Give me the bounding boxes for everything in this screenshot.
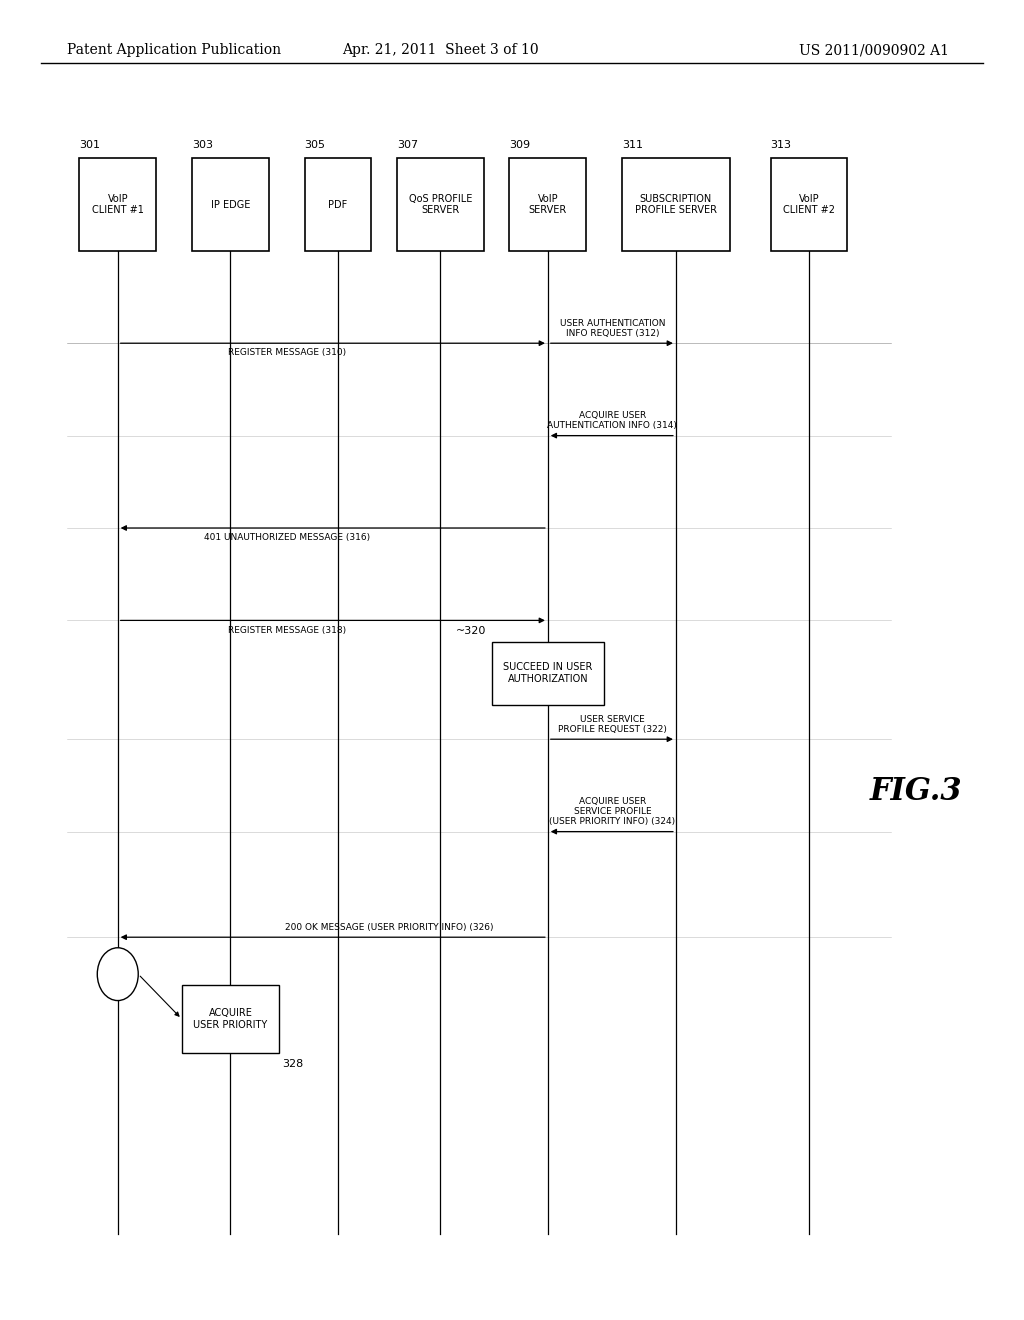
Text: IP EDGE: IP EDGE: [211, 199, 250, 210]
Text: USER AUTHENTICATION
INFO REQUEST (312): USER AUTHENTICATION INFO REQUEST (312): [559, 318, 666, 338]
Text: VoIP
CLIENT #1: VoIP CLIENT #1: [92, 194, 143, 215]
Bar: [193, 158, 268, 251]
Bar: [623, 158, 729, 251]
Text: 328: 328: [283, 1059, 303, 1069]
Bar: [492, 642, 604, 705]
Bar: [510, 158, 586, 251]
Bar: [771, 158, 848, 251]
Text: 307: 307: [397, 140, 418, 150]
Text: PDF: PDF: [329, 199, 347, 210]
Text: Patent Application Publication: Patent Application Publication: [67, 44, 281, 57]
Circle shape: [97, 948, 138, 1001]
Text: ACQUIRE USER
AUTHENTICATION INFO (314): ACQUIRE USER AUTHENTICATION INFO (314): [548, 411, 677, 430]
Bar: [80, 158, 157, 251]
Text: US 2011/0090902 A1: US 2011/0090902 A1: [799, 44, 948, 57]
Text: USER SERVICE
PROFILE REQUEST (322): USER SERVICE PROFILE REQUEST (322): [558, 714, 667, 734]
Text: 305: 305: [305, 140, 326, 150]
Text: Apr. 21, 2011  Sheet 3 of 10: Apr. 21, 2011 Sheet 3 of 10: [342, 44, 539, 57]
Text: 313: 313: [771, 140, 792, 150]
Bar: [397, 158, 484, 251]
Bar: [182, 985, 279, 1053]
Text: 200 OK MESSAGE (USER PRIORITY INFO) (326): 200 OK MESSAGE (USER PRIORITY INFO) (326…: [285, 923, 494, 932]
Text: VoIP
CLIENT #2: VoIP CLIENT #2: [783, 194, 835, 215]
Text: 309: 309: [510, 140, 530, 150]
Text: REGISTER MESSAGE (310): REGISTER MESSAGE (310): [227, 348, 346, 358]
Text: 303: 303: [193, 140, 213, 150]
Text: FIG.3: FIG.3: [870, 776, 963, 808]
Text: REGISTER MESSAGE (318): REGISTER MESSAGE (318): [227, 626, 346, 635]
Text: SUCCEED IN USER
AUTHORIZATION: SUCCEED IN USER AUTHORIZATION: [503, 663, 593, 684]
Text: ~320: ~320: [456, 626, 486, 636]
Bar: [305, 158, 371, 251]
Text: VoIP
SERVER: VoIP SERVER: [528, 194, 567, 215]
Text: ACQUIRE
USER PRIORITY: ACQUIRE USER PRIORITY: [194, 1008, 267, 1030]
Text: QoS PROFILE
SERVER: QoS PROFILE SERVER: [409, 194, 472, 215]
Text: 301: 301: [80, 140, 100, 150]
Text: 401 UNAUTHORIZED MESSAGE (316): 401 UNAUTHORIZED MESSAGE (316): [204, 533, 370, 543]
Text: 311: 311: [623, 140, 643, 150]
Text: SUBSCRIPTION
PROFILE SERVER: SUBSCRIPTION PROFILE SERVER: [635, 194, 717, 215]
Text: ACQUIRE USER
SERVICE PROFILE
(USER PRIORITY INFO) (324): ACQUIRE USER SERVICE PROFILE (USER PRIOR…: [549, 796, 676, 826]
